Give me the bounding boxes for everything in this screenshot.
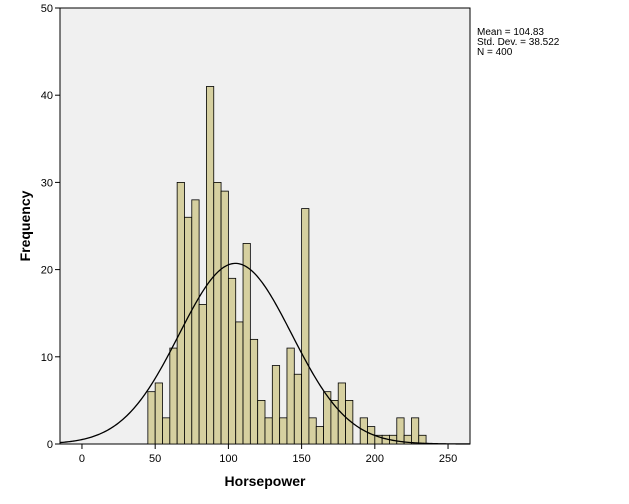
- histogram-bar: [257, 399, 266, 445]
- y-tick-label: 10: [41, 352, 53, 364]
- histogram-bar: [345, 399, 354, 445]
- histogram-bar: [169, 347, 178, 445]
- histogram-bar: [308, 417, 317, 445]
- x-tick-label: 200: [366, 453, 384, 465]
- histogram-bar: [286, 347, 295, 445]
- x-tick-label: 100: [219, 453, 237, 465]
- x-tick-label: 150: [292, 453, 310, 465]
- y-tick-label: 50: [41, 3, 53, 15]
- histogram-bar: [147, 391, 156, 445]
- histogram-bar: [176, 181, 185, 445]
- histogram-bar: [213, 181, 222, 445]
- x-axis: 0 50 100 150 200 250: [79, 444, 457, 465]
- y-tick-label: 30: [41, 177, 53, 189]
- histogram-bar: [279, 417, 288, 445]
- x-axis-title: Horsepower: [225, 473, 306, 489]
- histogram-bar: [184, 216, 193, 445]
- histogram-bar: [271, 365, 281, 445]
- x-tick-label: 50: [149, 453, 161, 465]
- histogram-bar: [411, 417, 420, 445]
- y-tick-label: 0: [47, 439, 53, 451]
- y-tick-label: 20: [41, 265, 53, 277]
- plot-area: [59, 7, 471, 445]
- y-axis-title: Frequency: [17, 190, 33, 261]
- x-tick-label: 0: [79, 453, 85, 465]
- histogram-bar: [293, 373, 303, 445]
- histogram-bar: [220, 190, 229, 445]
- histogram-bar: [198, 304, 207, 445]
- normal-curve: [59, 262, 471, 445]
- histogram-bar: [330, 399, 339, 445]
- histogram-bar: [206, 86, 215, 445]
- y-axis: 0 10 20 30 40 50: [41, 3, 60, 451]
- histogram-bar: [249, 338, 259, 445]
- histogram-bar: [191, 199, 200, 445]
- histogram-bar: [227, 277, 237, 445]
- histogram-bar: [242, 243, 251, 445]
- histogram-bar: [154, 382, 163, 445]
- histogram-bar: [264, 417, 273, 445]
- histogram-bar: [301, 208, 310, 445]
- stat-n: N = 400: [477, 47, 513, 58]
- histogram-bar: [418, 434, 427, 445]
- y-tick-label: 40: [41, 90, 53, 102]
- histogram-bar: [162, 417, 171, 445]
- x-tick-label: 250: [439, 453, 457, 465]
- histogram-bar: [235, 321, 244, 445]
- stat-std-dev: Std. Dev. = 38.522: [477, 37, 560, 48]
- histogram-bar: [315, 426, 324, 445]
- stat-mean: Mean = 104.83: [477, 27, 544, 38]
- histogram-bar: [396, 417, 405, 445]
